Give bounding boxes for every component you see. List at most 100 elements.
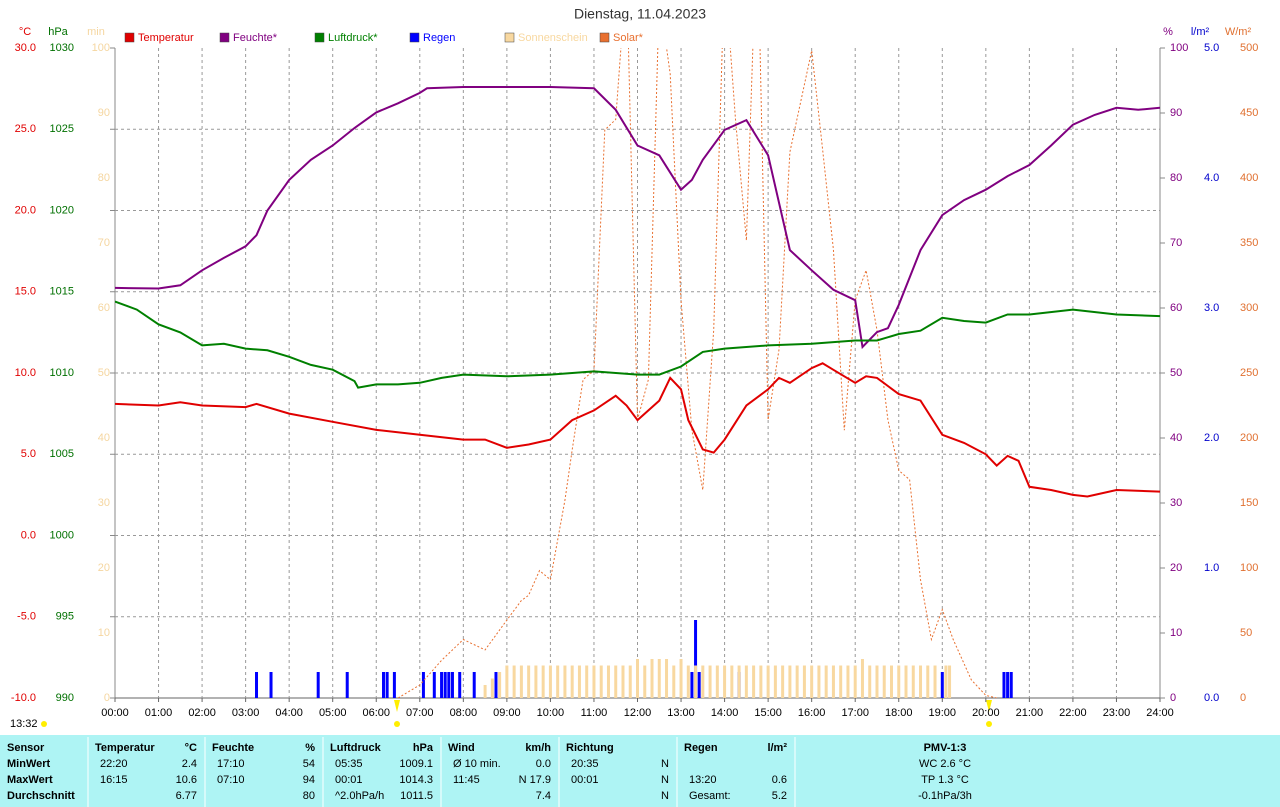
bar <box>621 665 625 698</box>
bar <box>697 672 701 698</box>
bar <box>345 672 349 698</box>
table-cell: 94 <box>303 774 315 786</box>
table-cell: N 17.9 <box>519 774 551 786</box>
y-tick-label: 5.0 <box>1204 42 1219 54</box>
y-tick-label: 1025 <box>50 123 74 135</box>
bar <box>926 665 930 698</box>
chart-title: Dienstag, 11.04.2023 <box>574 6 706 22</box>
table-cell: 2.4 <box>182 758 197 770</box>
bar <box>570 665 574 698</box>
x-tick-label: 14:00 <box>711 707 739 719</box>
x-tick-label: 09:00 <box>493 707 521 719</box>
bar <box>385 672 389 698</box>
bar <box>1006 672 1010 698</box>
table-cell: 00:01 <box>335 774 363 786</box>
y-tick-label: 4.0 <box>1204 172 1219 184</box>
table-cell: 1009.1 <box>399 758 433 770</box>
axis-unit: % <box>1163 26 1173 38</box>
bar <box>585 665 589 698</box>
y-tick-label: 3.0 <box>1204 302 1219 314</box>
y-tick-label: 40 <box>1170 432 1182 444</box>
table-cell: 17:10 <box>217 758 245 770</box>
y-tick-label: 10 <box>1170 627 1182 639</box>
table-cell: 16:15 <box>100 774 128 786</box>
y-tick-label: 30.0 <box>15 42 36 54</box>
time-marker <box>41 721 47 727</box>
bar <box>911 665 915 698</box>
y-tick-label: 10.0 <box>15 367 36 379</box>
table-cell: 0.0 <box>536 758 551 770</box>
sunrise-dot <box>394 721 400 727</box>
legend-swatch <box>314 32 325 43</box>
y-tick-label: 50 <box>1170 367 1182 379</box>
y-tick-label: 5.0 <box>21 448 36 460</box>
x-tick-label: 07:00 <box>406 707 434 719</box>
legend-swatch <box>599 32 610 43</box>
table-cell: 7.4 <box>536 790 551 802</box>
y-tick-label: 0.0 <box>21 529 36 541</box>
bar <box>860 659 864 698</box>
bar <box>810 665 814 698</box>
y-tick-label: 350 <box>1240 237 1258 249</box>
legend-swatch <box>219 32 230 43</box>
y-tick-label: 0 <box>104 692 110 704</box>
x-tick-label: 04:00 <box>275 707 303 719</box>
legend-label: Feuchte* <box>233 32 278 44</box>
table-cell: -0.1hPa/3h <box>918 790 972 802</box>
table-cell: 54 <box>303 758 315 770</box>
sunset-marker <box>986 700 992 712</box>
table-cell: 05:35 <box>335 758 363 770</box>
bar <box>599 665 603 698</box>
bar <box>744 665 748 698</box>
header-cell: Luftdruck <box>330 742 382 754</box>
bar <box>316 672 320 698</box>
bar <box>795 665 799 698</box>
bar <box>940 672 944 698</box>
axis-unit: hPa <box>48 26 68 38</box>
bar <box>846 665 850 698</box>
axis-unit: °C <box>19 26 31 38</box>
header-unit: l/m² <box>767 742 787 754</box>
bar <box>650 659 654 698</box>
y-tick-label: 25.0 <box>15 123 36 135</box>
bar <box>472 672 476 698</box>
y-tick-label: 100 <box>1240 562 1258 574</box>
x-tick-label: 19:00 <box>929 707 957 719</box>
y-tick-label: 990 <box>56 692 74 704</box>
y-tick-label: 500 <box>1240 42 1258 54</box>
bar <box>904 665 908 698</box>
x-tick-label: 18:00 <box>885 707 913 719</box>
header-cell: PMV-1:3 <box>924 742 967 754</box>
y-tick-label: 1.0 <box>1204 562 1219 574</box>
y-tick-label: 40 <box>98 432 110 444</box>
y-tick-label: 200 <box>1240 432 1258 444</box>
bar <box>948 665 952 698</box>
table-cell: Ø 10 min. <box>453 758 501 770</box>
row-label: Durchschnitt <box>7 790 75 802</box>
x-tick-label: 13:00 <box>667 707 695 719</box>
bar <box>483 685 487 698</box>
y-tick-label: 1015 <box>50 286 74 298</box>
series-line <box>397 48 997 698</box>
x-tick-label: 10:00 <box>537 707 565 719</box>
y-tick-label: 70 <box>98 237 110 249</box>
bar <box>715 665 719 698</box>
axis-unit: min <box>87 26 105 38</box>
bar <box>450 672 454 698</box>
bar <box>636 659 639 698</box>
y-tick-label: 50 <box>1240 627 1252 639</box>
sunset-dot <box>986 721 992 727</box>
bar <box>527 665 531 698</box>
legend-label: Temperatur <box>138 32 194 44</box>
bar <box>657 659 661 698</box>
y-tick-label: 1005 <box>50 448 74 460</box>
table-cell: 1014.3 <box>399 774 433 786</box>
table-cell: 0.6 <box>772 774 787 786</box>
y-tick-label: 1000 <box>50 529 74 541</box>
legend-swatch <box>124 32 135 43</box>
x-tick-label: 08:00 <box>450 707 478 719</box>
bar <box>614 665 618 698</box>
bar <box>686 665 690 698</box>
